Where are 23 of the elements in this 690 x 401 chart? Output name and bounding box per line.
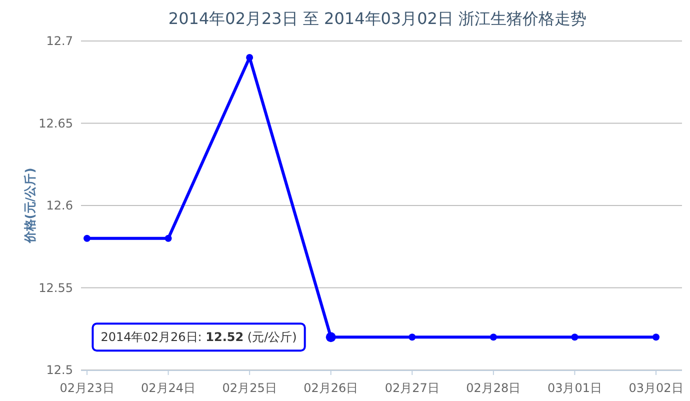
x-tick-label: 02月28日 [466,381,521,395]
y-axis-title: 价格(元/公斤) [23,168,37,244]
y-tick-label: 12.5 [46,363,73,377]
annotation: 2014年02月26日: 12.52 (元/公斤) [100,330,297,344]
x-tick-label: 02月26日 [304,381,358,395]
point [490,334,497,341]
point [571,334,578,341]
y-tick-label: 12.65 [38,116,73,130]
x-tick-label: 02月27日 [384,381,440,395]
x-tick-label: 02月25日 [222,381,277,395]
y-tick-label: 12.55 [38,280,73,295]
point [408,334,416,341]
point [652,334,660,341]
y-tick-label: 12.6 [46,198,73,212]
x-tick-label: 02月23日 [60,381,114,395]
point [84,234,90,242]
x-tick-label: 03月01日 [547,381,602,395]
point [246,54,254,61]
x-tick-label: 02月24日 [141,381,196,395]
y-tick-label: 12.7 [46,34,73,48]
x-tick-label: 03月02日 [628,381,684,395]
chart-title: 2014年02月23日 至 2014年03月02日 浙江生猪价格走势 [168,9,587,28]
point [164,234,172,242]
